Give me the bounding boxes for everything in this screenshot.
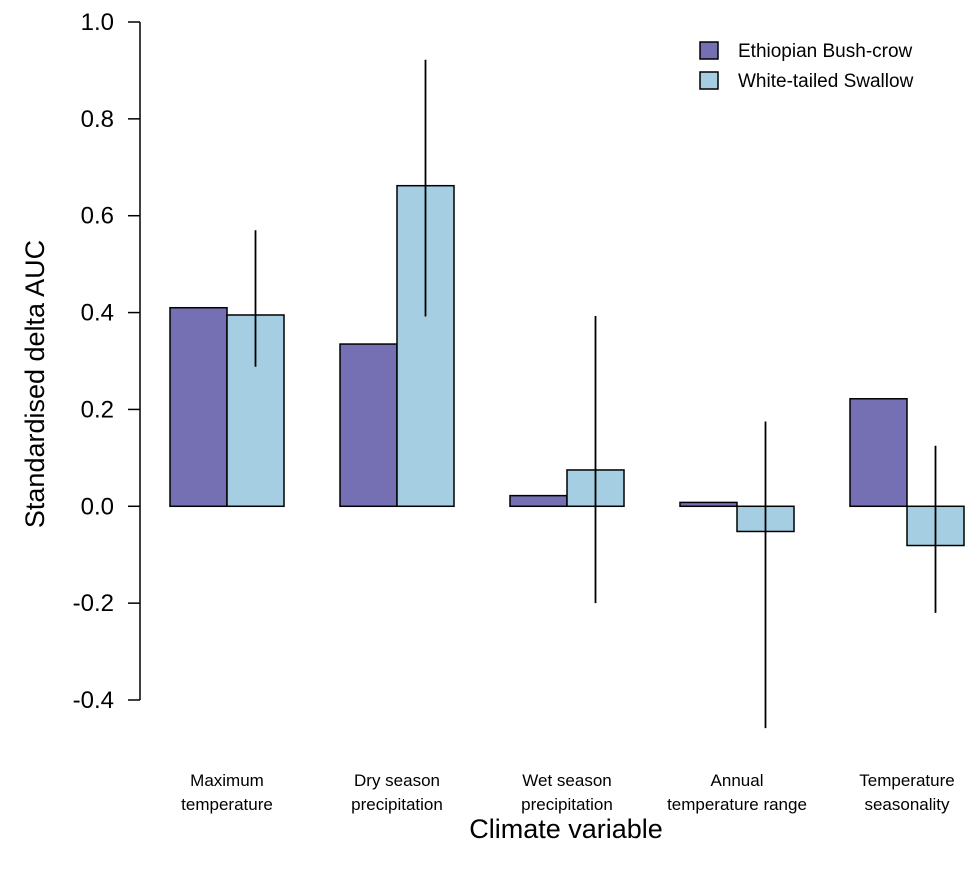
bar [339,343,398,508]
category-label: Temperature [859,771,954,790]
category-label: Maximum [190,771,264,790]
x-axis-labels: Maximum temperature Dry season precipitatio… [181,771,955,814]
category-label: seasonality [864,795,950,814]
legend: Ethiopian Bush-crow White-tailed Swallow [699,41,914,92]
category-label: temperature [181,795,273,814]
error-bars [254,59,937,729]
category-label: Annual [711,771,764,790]
bar [849,398,908,508]
y-tick-label: 1.0 [81,9,114,36]
legend-swatch [699,41,719,60]
y-tick-label: 0.0 [81,493,114,520]
category-label: precipitation [351,795,443,814]
y-axis: -0.4 -0.2 0.0 0.2 0.4 0.6 0.8 1.0 [73,9,141,714]
y-tick-label: -0.2 [73,590,114,617]
y-axis-title: Standardised delta AUC [20,240,50,528]
y-tick-label: 0.8 [81,106,114,133]
legend-label: Ethiopian Bush-crow [738,41,913,62]
legend-swatch [699,71,719,90]
y-tick-label: 0.2 [81,396,114,423]
y-tick-label: -0.4 [73,687,114,714]
bar [679,501,738,508]
category-label: Dry season [354,771,440,790]
bar [509,494,568,508]
y-tick-label: 0.4 [81,300,114,327]
category-label: precipitation [521,795,613,814]
legend-label: White-tailed Swallow [738,71,914,92]
y-tick-label: 0.6 [81,203,114,230]
bar [169,306,228,508]
x-axis-title: Climate variable [469,814,663,844]
category-label: Wet season [522,771,611,790]
category-label: temperature range [667,795,807,814]
bars [169,184,965,547]
